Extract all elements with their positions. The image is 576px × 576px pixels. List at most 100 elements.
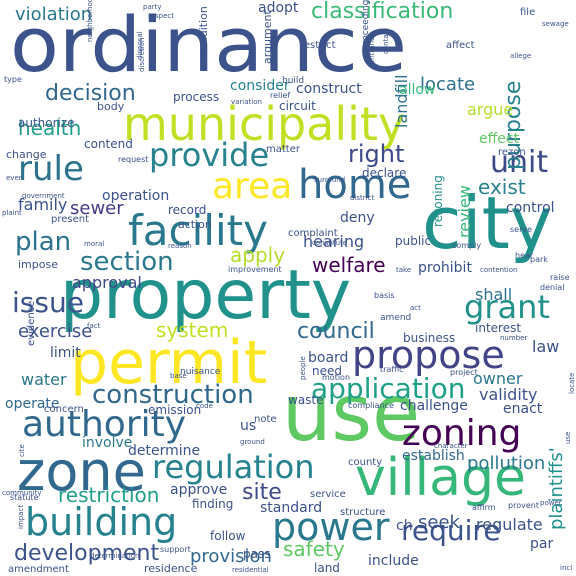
word-regulate: regulate <box>476 515 543 534</box>
word-locate-small: locate <box>568 373 576 394</box>
word-involve: involve <box>82 435 132 451</box>
word-right: right <box>348 140 404 168</box>
word-include: include <box>368 553 419 569</box>
word-standard: standard <box>260 500 322 516</box>
word-restriction: restriction <box>58 483 159 507</box>
word-public: public <box>395 234 431 248</box>
word-section: section <box>80 247 174 277</box>
word-require: require <box>401 514 501 547</box>
word-city: city <box>422 181 552 265</box>
word-exist: exist <box>478 175 526 199</box>
word-violation: violation <box>15 4 92 25</box>
word-par: par <box>530 536 553 552</box>
word-impose: impose <box>18 258 58 271</box>
word-traffic: traffic <box>380 365 403 374</box>
word-apply: apply <box>230 243 285 267</box>
word-permit: permit <box>70 328 267 398</box>
word-operate: operate <box>5 396 60 412</box>
word-take: take <box>396 266 411 274</box>
word-restrict: restrict <box>300 40 336 51</box>
word-compliance: compliance <box>348 401 394 410</box>
word-approve: approve <box>170 482 227 498</box>
word-property: property <box>60 256 351 335</box>
word-land: land <box>314 561 340 575</box>
word-relief: relief <box>270 91 290 100</box>
word-ch: ch <box>396 518 413 534</box>
word-statute: statute <box>10 493 39 502</box>
word-rezoning: rezoning <box>431 175 445 227</box>
word-us: us <box>240 418 256 434</box>
word-disposal: disposal <box>136 31 144 60</box>
word-need: need <box>312 364 342 378</box>
word-construct: construct <box>296 81 362 97</box>
word-provent: provent <box>508 501 539 510</box>
word-ordinance: ordinance <box>10 2 407 90</box>
word-challenge: challenge <box>400 398 468 414</box>
word-family: family <box>18 195 67 214</box>
word-operation: operation <box>102 188 169 204</box>
word-cite: cite <box>18 444 26 457</box>
word-health: health <box>18 116 81 140</box>
word-support: support <box>160 545 191 554</box>
word-interest: interest <box>475 321 521 335</box>
word-nuisance: nuisance <box>180 367 221 377</box>
word-home: home <box>298 162 411 208</box>
word-change: change <box>6 148 47 161</box>
word-project: project <box>450 368 478 377</box>
word-consider: consider <box>230 78 290 94</box>
word-base: base <box>170 372 187 380</box>
word-issue: issue <box>12 286 84 319</box>
word-residence: residence <box>144 562 198 575</box>
word-follow: follow <box>210 529 246 543</box>
word-locate: locate <box>420 74 475 95</box>
word-propose: propose <box>352 333 505 377</box>
word-authorize: authorize <box>18 116 75 130</box>
word-facility: facility <box>128 206 268 255</box>
word-area: area <box>212 166 292 207</box>
word-structure: structure <box>340 507 385 518</box>
word-provide: provide <box>149 136 269 174</box>
word-ground: ground <box>240 438 265 446</box>
word-welfare: welfare <box>312 253 386 277</box>
word-variation: variation <box>231 98 262 106</box>
word-affirm: affirm <box>472 503 496 512</box>
word-record: record <box>168 203 206 217</box>
word-board: board <box>308 350 348 366</box>
word-complaint: complaint <box>288 228 338 239</box>
word-process: process <box>173 90 219 104</box>
word-present: present <box>51 214 89 225</box>
word-request: request <box>118 155 148 164</box>
word-evidence: evidence <box>26 301 37 346</box>
word-prohibit: prohibit <box>418 260 472 276</box>
word-build: build <box>282 76 304 86</box>
word-declare: declare <box>362 166 406 180</box>
word-power: power <box>272 505 390 549</box>
word-allow: allow <box>399 82 435 98</box>
word-limit: limit <box>50 345 81 361</box>
word-determine: determine <box>128 443 200 459</box>
word-rezon: rezon <box>498 147 526 158</box>
word-note: note <box>254 414 277 425</box>
word-reason: reason <box>168 242 192 250</box>
word-exercise: exercise <box>18 321 92 342</box>
word-allege: allege <box>510 52 531 60</box>
word-residential: residential <box>232 566 269 574</box>
word-body: body <box>97 100 125 113</box>
word-number: number <box>500 334 527 342</box>
word-landfill: landfill <box>392 74 411 128</box>
word-classification: classification <box>311 0 453 24</box>
word-contend: contend <box>84 137 133 151</box>
word-argue: argue <box>467 100 513 119</box>
word-plaint: plaint <box>2 209 22 217</box>
word-hearing: hearing <box>303 232 364 251</box>
word-affect: affect <box>446 40 475 51</box>
word-law: law <box>532 337 559 356</box>
word-effect: effect <box>479 131 520 147</box>
word-water: water <box>21 370 67 389</box>
word-provision: provision <box>190 546 272 567</box>
word-constitute: constitute <box>312 239 347 247</box>
word-government: government <box>22 192 65 200</box>
word-character: character <box>434 442 468 450</box>
word-building: building <box>25 500 177 544</box>
